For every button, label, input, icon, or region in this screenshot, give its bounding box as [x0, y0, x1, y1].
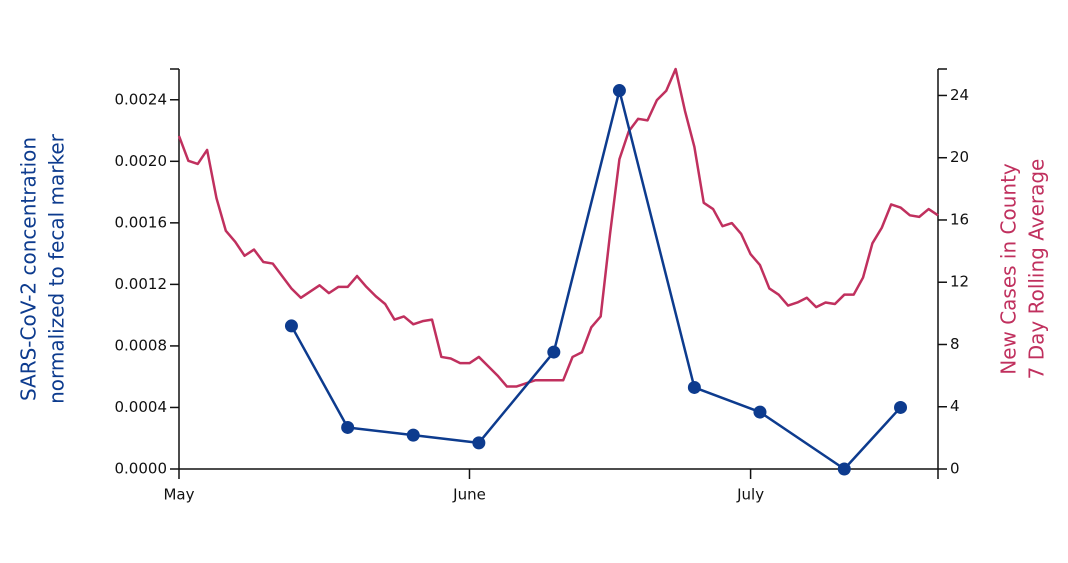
data-point [894, 400, 908, 414]
y2-tick-label: 24 [950, 86, 969, 104]
y2-axis-title: New Cases in County [997, 163, 1021, 375]
x-tick-label: July [736, 486, 764, 504]
x-tick-label: May [163, 486, 194, 504]
data-point [547, 345, 561, 359]
y2-tick-label: 12 [950, 273, 969, 291]
y2-axis-title: 7 Day Rolling Average [1025, 159, 1049, 380]
data-point [687, 380, 701, 394]
y2-tick-label: 4 [950, 397, 960, 415]
y-tick-label: 0.0004 [115, 398, 168, 416]
y2-tick-label: 8 [950, 335, 960, 353]
y-axis-title: SARS-CoV-2 concentration [17, 137, 41, 401]
data-point [472, 436, 486, 450]
y-tick-label: 0.0012 [115, 275, 168, 293]
x-tick-label: June [452, 486, 486, 504]
data-point [837, 462, 851, 476]
data-point [612, 84, 626, 98]
data-point [341, 420, 355, 434]
y-axis-title: normalized to fecal marker [45, 133, 69, 404]
data-point [406, 428, 420, 442]
y2-tick-label: 16 [950, 210, 969, 228]
y2-tick-label: 0 [950, 460, 960, 478]
data-point [753, 405, 767, 419]
y-tick-label: 0.0000 [115, 460, 168, 478]
y-tick-label: 0.0008 [115, 336, 168, 354]
data-point [284, 319, 298, 333]
y2-tick-label: 20 [950, 148, 969, 166]
y-tick-label: 0.0016 [115, 213, 168, 231]
y-tick-label: 0.0024 [115, 90, 168, 108]
y-tick-label: 0.0020 [115, 152, 168, 170]
data-line [290, 89, 902, 471]
data-line [177, 67, 939, 388]
